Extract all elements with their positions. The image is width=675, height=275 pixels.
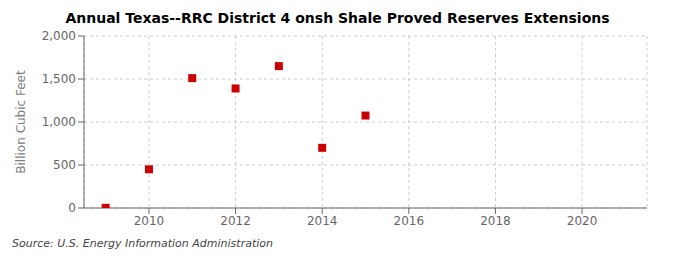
svg-text:2010: 2010 (134, 214, 165, 228)
html-text:Source: U.S. Energy Informatio: Source: U.S. Energy Information Administ… (12, 237, 273, 250)
svg-text:2012: 2012 (220, 214, 251, 228)
svg-text:2016: 2016 (394, 214, 425, 228)
svg-text:Billion Cubic Feet: Billion Cubic Feet (14, 70, 28, 174)
svg-text:2018: 2018 (480, 214, 511, 228)
svg-text:1,500: 1,500 (42, 72, 76, 86)
svg-text:0: 0 (68, 201, 76, 215)
html-text:Annual Texas--RRC District 4 o: Annual Texas--RRC District 4 onsh Shale … (65, 10, 610, 26)
svg-text:500: 500 (53, 158, 76, 172)
svg-text:2014: 2014 (307, 214, 338, 228)
svg-text:1,000: 1,000 (42, 115, 76, 129)
svg-text:2,000: 2,000 (42, 29, 76, 43)
svg-text:2020: 2020 (567, 214, 598, 228)
